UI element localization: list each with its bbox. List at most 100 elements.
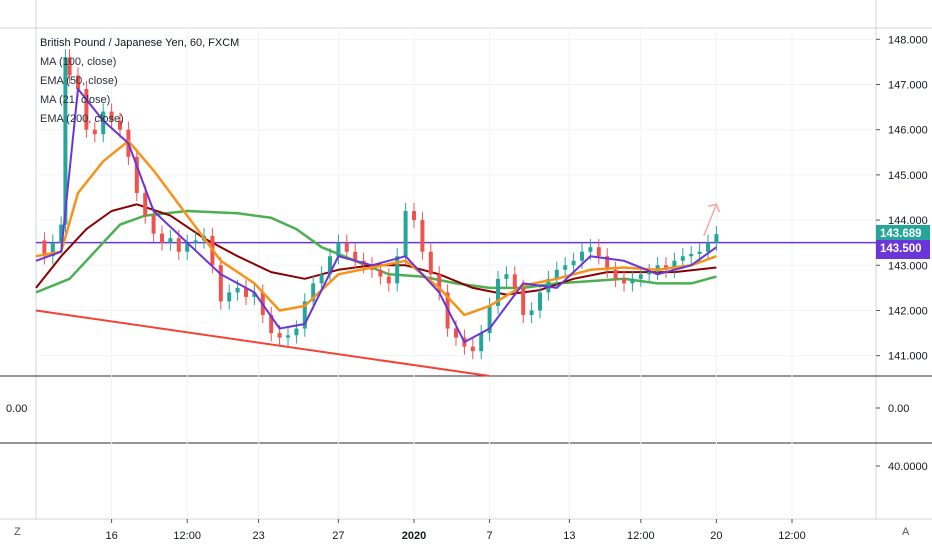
candle-body [412, 211, 416, 221]
candle-body [403, 211, 408, 257]
candle-body [269, 314, 274, 334]
candle-body [638, 274, 643, 279]
candle-body [344, 242, 349, 252]
chart-frame [0, 0, 932, 520]
candle-body [538, 292, 542, 311]
candle-body [454, 328, 458, 338]
candle-body [160, 233, 164, 243]
price-tick-label: 146.000 [888, 125, 928, 137]
time-tick-label: 13 [563, 530, 575, 542]
auto-scale-left-button[interactable]: Z [14, 526, 21, 538]
legend-item-ema200[interactable]: EMA (200, close) [40, 113, 124, 125]
candle-body [235, 287, 240, 293]
candle-body [227, 292, 232, 302]
candle-body [521, 287, 526, 315]
candle-body [613, 269, 618, 279]
legend-item-ma100[interactable]: MA (100, close) [40, 56, 117, 68]
candle-body [672, 260, 677, 270]
price-tick-label: 148.000 [888, 34, 928, 46]
candle-body [378, 269, 383, 277]
candle-body [554, 269, 559, 279]
candle-body [630, 278, 635, 284]
candle-body [622, 278, 626, 284]
candle-body [647, 272, 652, 275]
candle-body [302, 301, 307, 329]
ema200-line [35, 209, 717, 294]
candle-body [286, 335, 290, 338]
support-trendline[interactable] [35, 309, 490, 377]
candle-body [479, 333, 484, 352]
candle-body [470, 346, 475, 352]
price-tick-label: 142.000 [888, 305, 928, 317]
candle-body [596, 247, 601, 257]
candle-body [63, 57, 68, 225]
candle-body [353, 251, 358, 261]
candle-body [319, 274, 324, 284]
candle-body [244, 287, 248, 297]
candle-body [42, 240, 47, 257]
candle-body [706, 242, 710, 252]
candle-body [193, 240, 198, 243]
legend-item-ma21[interactable]: MA (21, close) [40, 94, 111, 106]
candle-body [328, 256, 332, 275]
time-tick-label: 27 [332, 530, 344, 542]
candle-body [101, 111, 106, 135]
candle-body [118, 120, 122, 130]
ema50-line [35, 139, 717, 317]
series-ma100-layer [35, 88, 717, 344]
candle-body [134, 156, 139, 193]
candle-body [420, 220, 425, 252]
candle-body [714, 234, 719, 243]
candle-body [92, 129, 97, 135]
candle-body [67, 57, 72, 76]
candle-body [680, 256, 685, 261]
legend-title: British Pound / Japanese Yen, 60, FXCM [40, 37, 240, 49]
grid [36, 28, 876, 519]
candle-body [571, 260, 576, 266]
candle-body [580, 251, 584, 261]
ma100-line [35, 88, 717, 344]
candle-body [109, 111, 114, 121]
candle-body [487, 305, 492, 334]
candle-body [529, 310, 534, 315]
time-tick-label: 23 [252, 530, 264, 542]
panel1-left-label: 0.00 [6, 403, 27, 415]
candle-body [512, 274, 517, 288]
price-tick-label: 141.000 [888, 351, 928, 363]
time-tick-label: 12:00 [778, 530, 806, 542]
time-tick-label: 2020 [402, 530, 426, 542]
candle-body [697, 251, 702, 254]
candle-body [294, 328, 299, 336]
candle-body [504, 274, 509, 279]
price-tick-label: 147.000 [888, 79, 928, 91]
candle-body [437, 274, 442, 293]
projection-arrow-layer [703, 203, 721, 237]
candle-body [336, 242, 341, 257]
candle-body [76, 75, 80, 90]
candle-body [563, 265, 568, 270]
candle-body [185, 242, 190, 252]
candle-body [277, 333, 282, 338]
auto-scale-right-button[interactable]: A [902, 526, 910, 538]
candles-layer [42, 49, 719, 360]
candle-body [311, 283, 316, 302]
candle-body [428, 251, 433, 275]
candle-body [252, 292, 257, 297]
panel2-right-label: 40.0000 [888, 461, 928, 473]
series-ema50-layer [35, 139, 717, 317]
candle-body [218, 265, 223, 302]
candle-body [496, 278, 500, 306]
last-price-badge: 143.689 [876, 225, 930, 245]
candle-body [59, 224, 64, 243]
candle-body [151, 215, 156, 234]
time-tick-label: 16 [105, 530, 117, 542]
legend-item-ema50[interactable]: EMA (50, close) [40, 75, 118, 87]
projection-arrow-shaft [703, 203, 718, 237]
candle-body [50, 242, 55, 257]
candle-body [605, 256, 610, 270]
price-axis-ticks: 141.000 142.000 143.000 144.000 145.000 146.0… [876, 34, 928, 363]
candle-body [546, 278, 551, 293]
price-tick-label: 143.000 [888, 260, 928, 272]
